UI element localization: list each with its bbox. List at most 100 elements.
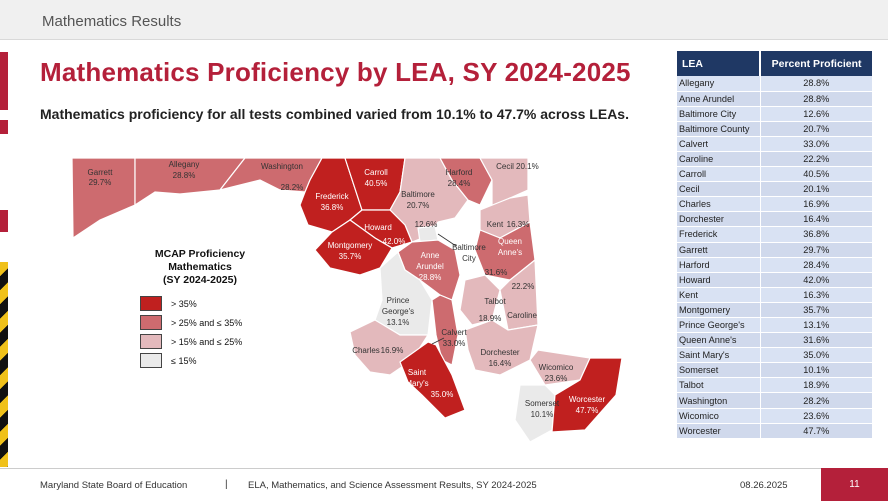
cell-lea: Anne Arundel	[677, 91, 761, 107]
table-row: Carroll 40.5%	[677, 166, 872, 183]
cell-lea: Kent	[677, 287, 761, 303]
label-caroline-name: Caroline	[507, 311, 537, 320]
page-number: 11	[821, 468, 888, 501]
cell-lea: Talbot	[677, 377, 761, 394]
table-row: Anne Arundel 28.8%	[677, 91, 872, 107]
footer-org: Maryland State Board of Education	[40, 480, 188, 491]
label-montgomery-name: Montgomery	[328, 241, 372, 250]
table-row: Montgomery 35.7%	[677, 302, 872, 319]
label-st-marys-name2: Mary's	[405, 379, 428, 388]
legend-item: > 25% and ≤ 35%	[140, 313, 310, 332]
cell-percent: 31.6%	[760, 332, 872, 349]
cell-lea: Harford	[677, 257, 761, 273]
legend-swatch	[140, 315, 162, 330]
table-row: Baltimore City 12.6%	[677, 106, 872, 122]
cell-percent: 47.7%	[760, 423, 872, 439]
label-queen-annes-name2: Anne's	[498, 248, 522, 257]
cell-lea: Dorchester	[677, 211, 761, 228]
legend-swatch	[140, 353, 162, 368]
table-row: Wicomico 23.6%	[677, 408, 872, 424]
label-prince-georges-name2: George's	[382, 307, 414, 316]
label-carroll-name: Carroll	[364, 168, 388, 177]
table-row: Howard 42.0%	[677, 272, 872, 288]
cell-percent: 16.3%	[760, 287, 872, 303]
label-washington-name: Washington	[261, 162, 303, 171]
cell-percent: 13.1%	[760, 317, 872, 334]
left-accent-mid	[0, 120, 8, 134]
legend-title-1: MCAP Proficiency	[154, 248, 246, 260]
cell-percent: 16.9%	[760, 196, 872, 213]
label-frederick-name: Frederick	[315, 192, 349, 201]
label-st-marys-name1: Saint	[408, 368, 427, 377]
label-anne-arundel-name2: Arundel	[416, 262, 444, 271]
cell-lea: Garrett	[677, 242, 761, 258]
label-montgomery-value: 35.7%	[339, 252, 362, 261]
cell-lea: Washington	[677, 392, 761, 409]
legend-label: > 15% and ≤ 25%	[171, 336, 243, 347]
table-row: Prince George's 13.1%	[677, 317, 872, 334]
cell-lea: Howard	[677, 272, 761, 288]
footer-separator: |	[225, 479, 228, 490]
cell-lea: Frederick	[677, 226, 761, 243]
header-lea: LEA	[677, 51, 762, 76]
cell-lea: Baltimore County	[677, 121, 761, 137]
label-harford-name: Harford	[446, 168, 473, 177]
label-garrett-name: Garrett	[88, 168, 114, 177]
cell-lea: Baltimore City	[677, 106, 761, 122]
legend-item: > 35%	[140, 294, 310, 313]
label-worcester-name: Worcester	[569, 395, 606, 404]
label-howard-value: 42.0%	[383, 237, 406, 246]
label-carroll-value: 40.5%	[365, 179, 388, 188]
legend-title-3: (SY 2024-2025)	[163, 274, 237, 286]
label-washington-value: 28.2%	[281, 183, 304, 192]
table-row: Somerset 10.1%	[677, 362, 872, 379]
table-row: Worcester 47.7%	[677, 423, 872, 439]
cell-percent: 36.8%	[760, 226, 872, 243]
region-calvert	[431, 294, 459, 366]
left-flag-stripes	[0, 262, 8, 467]
cell-percent: 12.6%	[760, 106, 872, 122]
cell-percent: 40.5%	[760, 166, 872, 183]
cell-lea: Somerset	[677, 362, 761, 379]
label-calvert-value: 33.0%	[443, 339, 466, 348]
label-prince-georges-value: 13.1%	[387, 318, 410, 327]
table-row: Kent 16.3%	[677, 287, 872, 303]
label-cecil: Cecil	[496, 162, 514, 171]
label-baltimore-county-name: Baltimore	[401, 190, 435, 199]
cell-lea: Carroll	[677, 166, 761, 183]
top-bar: Mathematics Results	[0, 0, 888, 40]
cell-percent: 29.7%	[760, 242, 872, 258]
cell-lea: Queen Anne's	[677, 332, 761, 349]
label-prince-georges-name1: Prince	[387, 296, 410, 305]
cell-lea: Montgomery	[677, 302, 761, 319]
label-anne-arundel-name1: Anne	[421, 251, 440, 260]
cell-lea: Saint Mary's	[677, 347, 761, 364]
left-accent-top	[0, 52, 8, 110]
label-kent-name: Kent	[487, 220, 504, 229]
label-kent-value: 16.3%	[507, 220, 530, 229]
table-row: Caroline 22.2%	[677, 151, 872, 168]
cell-lea: Worcester	[677, 423, 761, 439]
table-row: Talbot 18.9%	[677, 377, 872, 394]
table-row: Calvert 33.0%	[677, 136, 872, 152]
label-garrett-value: 29.7%	[89, 178, 112, 187]
legend-item: > 15% and ≤ 25%	[140, 332, 310, 351]
label-talbot-value: 18.9%	[479, 314, 502, 323]
label-charles-name: Charles	[352, 346, 380, 355]
cell-lea: Wicomico	[677, 408, 761, 424]
label-queen-annes-name1: Queen	[498, 237, 522, 246]
footer-report: ELA, Mathematics, and Science Assessment…	[248, 480, 537, 491]
cell-percent: 35.7%	[760, 302, 872, 319]
label-calvert-name: Calvert	[441, 328, 467, 337]
table-row: Cecil 20.1%	[677, 181, 872, 198]
cell-percent: 35.0%	[760, 347, 872, 364]
label-worcester-value: 47.7%	[576, 406, 599, 415]
cell-lea: Cecil	[677, 181, 761, 198]
table-header-row: LEA Percent Proficient	[677, 51, 872, 76]
slide-title: Mathematics Proficiency by LEA, SY 2024-…	[40, 57, 631, 87]
section-title: Mathematics Results	[42, 13, 182, 30]
cell-percent: 18.9%	[760, 377, 872, 394]
label-st-marys-value: 35.0%	[431, 390, 454, 399]
label-allegany-name: Allegany	[169, 160, 200, 169]
maryland-map: Garrett 29.7% Allegany 28.8% Washington …	[71, 157, 623, 443]
